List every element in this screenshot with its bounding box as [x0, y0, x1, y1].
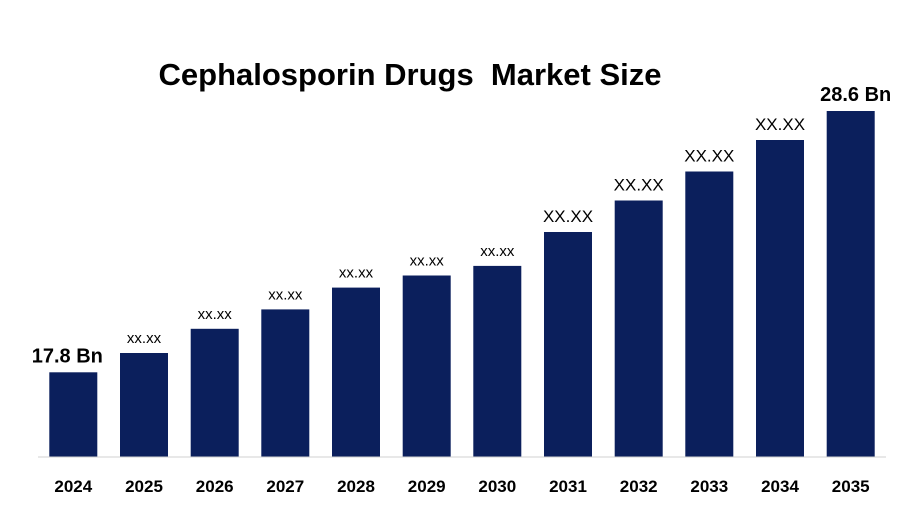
bar-2025 — [120, 353, 168, 457]
x-tick-label-2035: 2035 — [832, 477, 870, 496]
data-label-2031: XX.XX — [543, 207, 593, 226]
x-tick-label-2034: 2034 — [761, 477, 799, 496]
x-tick-label-2027: 2027 — [266, 477, 304, 496]
data-label-2033: XX.XX — [684, 147, 734, 166]
bar-2033 — [685, 171, 734, 457]
bar-2030 — [473, 265, 522, 457]
x-tick-label-2028: 2028 — [337, 477, 375, 496]
bars-group: 17.8 Bn xx.xx xx.xx xx.xx xx.xx xx.xx xx.xx XX.… — [32, 84, 891, 457]
data-label-2024: 17.8 Bn — [32, 345, 103, 367]
x-tick-label-2029: 2029 — [408, 477, 446, 496]
x-tick-label-2026: 2026 — [196, 477, 234, 496]
data-label-2026: xx.xx — [198, 306, 233, 323]
bar-2024 — [49, 372, 98, 457]
data-label-2027: xx.xx — [268, 286, 303, 303]
x-tick-label-2033: 2033 — [690, 477, 728, 496]
bar-2031 — [544, 232, 592, 457]
bar-2027 — [261, 309, 310, 457]
data-label-2029: xx.xx — [410, 253, 445, 270]
data-label-2028: xx.xx — [339, 265, 374, 282]
x-tick-label-2031: 2031 — [549, 477, 587, 496]
chart-title: Cephalosporin Drugs Market Size — [159, 57, 662, 92]
bar-2028 — [332, 287, 380, 457]
x-tick-label-2025: 2025 — [125, 477, 163, 496]
bar-2035 — [826, 111, 875, 457]
data-label-2035: 28.6 Bn — [820, 84, 891, 106]
data-label-2034: XX.XX — [755, 115, 805, 134]
data-label-2032: XX.XX — [614, 176, 664, 195]
x-tick-label-2024: 2024 — [54, 477, 92, 496]
data-label-2030: xx.xx — [480, 243, 515, 260]
x-tick-label-2030: 2030 — [478, 477, 516, 496]
bar-2026 — [190, 328, 239, 457]
bar-2034 — [756, 140, 804, 457]
data-label-2025: xx.xx — [127, 330, 162, 347]
x-tick-label-2032: 2032 — [620, 477, 658, 496]
x-axis-ticks: 2024 2025 2026 2027 2028 2029 2030 2031 2032 2033… — [54, 477, 869, 496]
bar-2029 — [402, 275, 451, 457]
bar-2032 — [614, 200, 663, 457]
